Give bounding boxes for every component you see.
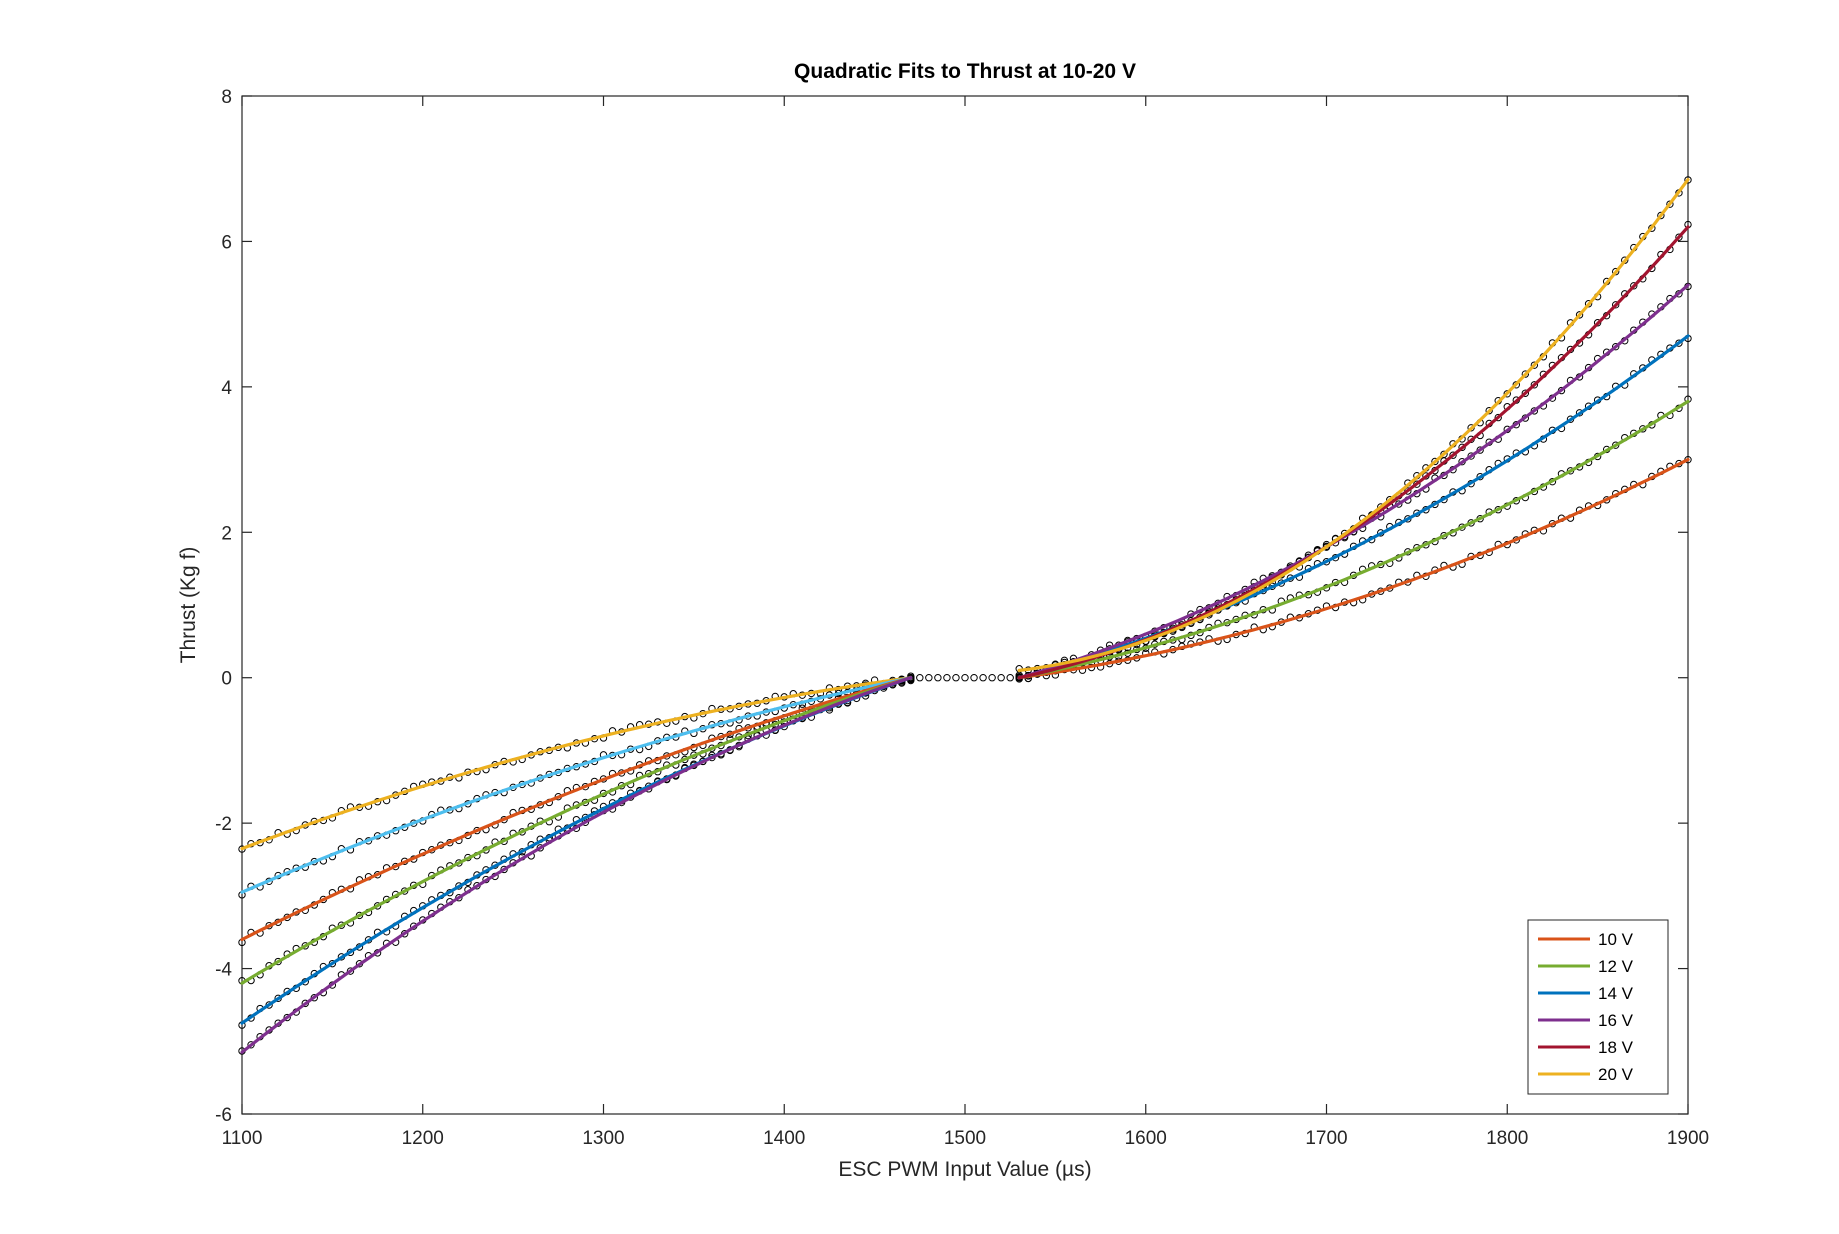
plot-area: 1100 1200 1300 1400 1500 1600 1700 1800 1900 -6 -4… [215, 87, 1709, 1149]
measured-point [455, 894, 463, 902]
measured-point [1612, 267, 1620, 276]
measured-point [1675, 339, 1683, 347]
measured-point [1593, 319, 1602, 327]
measured-point [979, 674, 987, 682]
measured-point [238, 845, 246, 853]
measured-point [1521, 370, 1530, 378]
fit-curve-forward-10v [1017, 458, 1690, 680]
x-tick-label: 1800 [1486, 1128, 1528, 1149]
x-tick-label: 1700 [1305, 1128, 1347, 1149]
y-tick-label: 0 [221, 669, 232, 690]
measured-point [961, 674, 969, 682]
measured-point [1494, 413, 1502, 422]
x-tick-label: 1500 [944, 1128, 986, 1149]
legend-label-16v: 16 V [1598, 1011, 1634, 1030]
measured-point [1431, 457, 1439, 466]
y-tick-label: 2 [221, 523, 232, 544]
measured-point [916, 674, 924, 682]
measured-point [247, 1041, 255, 1049]
fit-curve-reverse-12v [240, 676, 913, 985]
legend-label-14v: 14 V [1598, 984, 1634, 1003]
measured-point [1521, 389, 1530, 397]
measured-point [1485, 406, 1493, 415]
measured-point [970, 674, 978, 682]
fit-curve-forward-12v [1017, 399, 1690, 680]
measured-point [1458, 443, 1466, 452]
chart-title: Quadratic Fits to Thrust at 10-20 V [794, 60, 1136, 83]
measured-point [346, 967, 355, 975]
legend-label-18v: 18 V [1598, 1038, 1634, 1057]
x-tick-label: 1200 [402, 1128, 444, 1149]
measured-point [1684, 176, 1692, 184]
measured-point [500, 865, 508, 874]
measured-point [1530, 361, 1539, 369]
x-tick-label: 1300 [582, 1128, 624, 1149]
measured-point [1675, 233, 1683, 241]
legend: 10 V 12 V 14 V 16 V 18 V 20 V [1527, 919, 1669, 1095]
y-tick-label: 6 [221, 232, 232, 253]
legend-label-10v: 10 V [1598, 930, 1634, 949]
y-tick-label: -4 [215, 960, 232, 981]
measured-point [988, 674, 996, 682]
y-tick-label: -6 [215, 1105, 232, 1126]
measured-point [1467, 452, 1475, 460]
fit-curve-forward-16v [1017, 283, 1690, 680]
x-tick-label: 1100 [222, 1128, 263, 1149]
x-tick-label: 1400 [763, 1128, 805, 1149]
measured-point [1612, 342, 1620, 351]
x-tick-label: 1900 [1667, 1128, 1709, 1149]
measured-point [1575, 311, 1584, 319]
measured-point [1657, 211, 1665, 220]
measured-point [1630, 282, 1638, 290]
measured-point [1612, 301, 1620, 309]
fit-curve-reverse-10v [240, 676, 913, 942]
measured-point [943, 674, 951, 682]
legend-box [1527, 919, 1669, 1095]
measured-point [1449, 451, 1457, 459]
measured-point [283, 1013, 291, 1022]
measured-point [1006, 674, 1014, 682]
measured-point [952, 674, 960, 682]
fit-curve-reverse [240, 676, 913, 851]
y-axis-label: Thrust (Kg f) [177, 547, 200, 664]
measured-point [1666, 200, 1674, 208]
legend-label-20v: 20 V [1598, 1065, 1634, 1084]
measured-point [934, 674, 942, 682]
measured-point [536, 844, 544, 852]
fit-curve-reverse-16v [240, 676, 913, 1054]
measured-point [1530, 407, 1539, 415]
y-tick-label: -2 [215, 814, 232, 835]
fit-curve-reverse [240, 676, 913, 894]
measured-point [925, 674, 933, 682]
measured-point [1530, 381, 1539, 389]
x-tick-label: 1600 [1125, 1128, 1167, 1149]
measured-point [1512, 381, 1520, 389]
x-axis-label: ESC PWM Input Value (µs) [838, 1158, 1091, 1181]
fit-curve-forward-20v [1017, 178, 1690, 672]
measured-point [1440, 450, 1448, 458]
axes-box [241, 95, 1689, 1115]
y-tick-label: 8 [221, 87, 232, 108]
legend-label-12v: 12 V [1598, 957, 1634, 976]
y-tick-label: 4 [221, 378, 232, 399]
measured-point [1503, 390, 1511, 398]
measured-point [997, 674, 1005, 682]
